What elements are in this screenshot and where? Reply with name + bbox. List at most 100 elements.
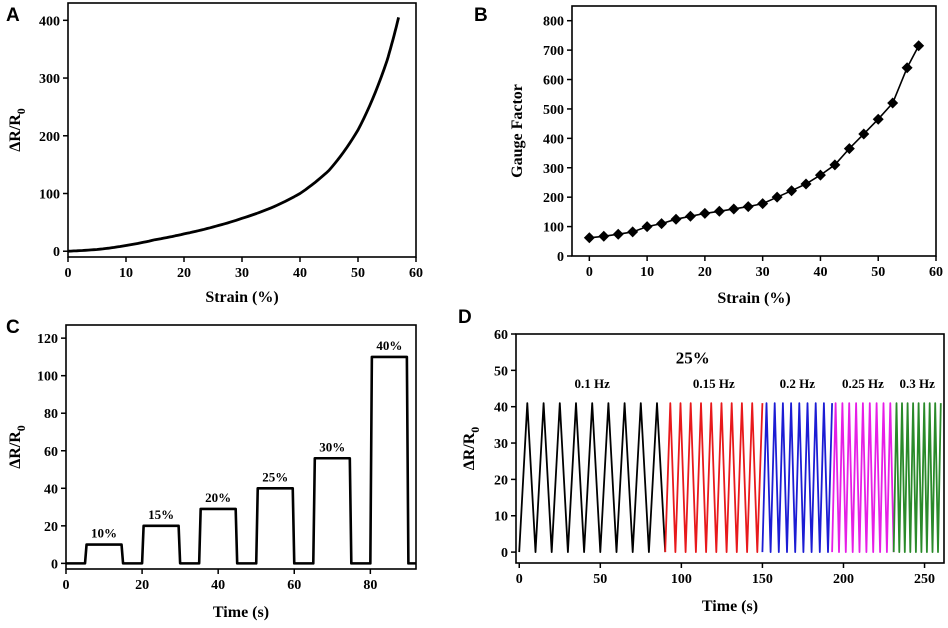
- y-axis-label: ΔR/R0: [7, 425, 28, 469]
- x-tick-label: 150: [752, 572, 773, 587]
- plot-frame: [65, 324, 417, 570]
- gauge-factor-point: [684, 210, 696, 222]
- gauge-factor-point: [858, 128, 870, 140]
- x-tick-label: 20: [698, 265, 712, 280]
- frequency-segment-line: [892, 402, 942, 553]
- frequency-segment-line: [664, 402, 764, 553]
- y-tick-label: 400: [39, 14, 60, 29]
- gauge-factor-point: [612, 228, 624, 240]
- gauge-factor-point: [670, 213, 682, 225]
- x-tick-label: 40: [293, 266, 307, 281]
- y-axis-label-subscript: 0: [14, 425, 28, 431]
- gauge-factor-point: [913, 40, 925, 52]
- y-tick-label: 20: [44, 520, 58, 535]
- frequency-segment-line: [831, 402, 895, 553]
- gauge-factor-point: [771, 191, 783, 203]
- x-tick-label: 0: [63, 578, 70, 593]
- x-tick-label: 60: [929, 265, 943, 280]
- x-tick-label: 0: [586, 265, 593, 280]
- frequency-segment-line: [518, 402, 667, 553]
- y-tick-label: 0: [53, 245, 60, 260]
- frequency-label: 0.25 Hz: [842, 376, 884, 391]
- y-axis-label-subscript: 0: [14, 108, 28, 114]
- x-tick-label: 30: [756, 265, 770, 280]
- y-tick-label: 400: [543, 132, 564, 147]
- panel-letter-d: D: [458, 307, 472, 328]
- gauge-factor-point: [872, 113, 884, 125]
- gauge-factor-point: [627, 226, 639, 238]
- frequency-label: 0.15 Hz: [693, 376, 735, 391]
- gauge-factor-point: [843, 143, 855, 155]
- step-label: 15%: [148, 507, 174, 522]
- chart-panel-c: 0 20 40 60 80 0 20 40 60 80 100 120 Time (s) ΔR/R0 10%…: [7, 324, 417, 621]
- y-tick-label: 500: [543, 103, 564, 118]
- gauge-factor-point: [757, 198, 769, 210]
- chart-panel-d: 0 50 100 150 200 250 0 10 20 30 40 50 60 Time (s) ΔR/R…: [461, 328, 945, 615]
- gauge-factor-point: [829, 159, 841, 171]
- x-axis-label: Strain (%): [717, 290, 790, 307]
- gauge-factor-point: [641, 221, 653, 233]
- y-tick-label: 120: [37, 332, 58, 347]
- y-tick-label: 100: [543, 221, 564, 236]
- step-label: 10%: [91, 526, 117, 541]
- y-tick-label: 100: [37, 370, 58, 385]
- y-tick-label: 300: [39, 72, 60, 87]
- y-axis-label: ΔR/R0: [7, 108, 28, 152]
- gauge-factor-point: [800, 178, 812, 190]
- x-tick-label: 60: [287, 578, 301, 593]
- chart-title: 25%: [676, 348, 710, 367]
- chart-panel-b: 0 10 20 30 40 50 600100200300400500600700800St…: [509, 5, 943, 307]
- x-tick-label: 80: [363, 578, 377, 593]
- x-axis-label: Strain (%): [205, 289, 278, 306]
- y-tick-label: 600: [543, 74, 564, 89]
- frequency-label: 0.2 Hz: [780, 376, 816, 391]
- panel-letter-c: C: [6, 317, 20, 338]
- y-tick-label: 100: [39, 188, 60, 203]
- x-tick-label: 0: [65, 266, 72, 281]
- y-axis-label: ΔR/R0: [461, 427, 482, 471]
- x-tick-label: 250: [914, 572, 935, 587]
- y-tick-label: 60: [44, 445, 58, 460]
- panel-letter-a: A: [6, 5, 20, 26]
- x-tick-label: 20: [135, 578, 149, 593]
- y-tick-label: 20: [494, 473, 508, 488]
- frequency-segment-line: [761, 402, 833, 553]
- gauge-factor-point: [728, 203, 740, 215]
- x-tick-label: 40: [813, 265, 827, 280]
- y-tick-label: 80: [44, 407, 58, 422]
- x-tick-label: 100: [671, 572, 692, 587]
- y-tick-label: 800: [543, 15, 564, 30]
- y-tick-label: 30: [494, 437, 508, 452]
- y-tick-label: 0: [501, 546, 508, 561]
- gauge-factor-point: [656, 218, 668, 230]
- gauge-factor-point: [814, 169, 826, 181]
- gauge-factor-point: [901, 62, 913, 74]
- x-tick-label: 30: [235, 266, 249, 281]
- y-axis-label: Gauge Factor: [509, 84, 526, 178]
- y-tick-label: 40: [494, 401, 508, 416]
- x-tick-label: 10: [640, 265, 654, 280]
- strain-response-curve: [67, 17, 400, 253]
- step-response-line: [66, 355, 416, 565]
- y-tick-label: 0: [51, 557, 58, 572]
- x-tick-label: 20: [177, 266, 191, 281]
- gauge-factor-line: [589, 45, 920, 239]
- y-axis-label-subscript: 0: [468, 427, 482, 433]
- y-tick-label: 50: [494, 364, 508, 379]
- gauge-factor-point: [583, 232, 595, 244]
- gauge-factor-point: [742, 201, 754, 213]
- y-tick-label: 60: [494, 328, 508, 343]
- plot-frame: [571, 5, 937, 257]
- gauge-factor-point: [699, 207, 711, 219]
- x-axis-label: Time (s): [213, 604, 269, 621]
- x-tick-label: 60: [409, 266, 423, 281]
- step-label: 30%: [319, 439, 345, 454]
- step-label: 20%: [205, 490, 231, 505]
- gauge-factor-point: [887, 97, 899, 109]
- y-tick-label: 300: [543, 162, 564, 177]
- x-tick-label: 50: [351, 266, 365, 281]
- frequency-label: 0.1 Hz: [575, 376, 611, 391]
- x-tick-label: 40: [211, 578, 225, 593]
- x-tick-label: 0: [516, 572, 523, 587]
